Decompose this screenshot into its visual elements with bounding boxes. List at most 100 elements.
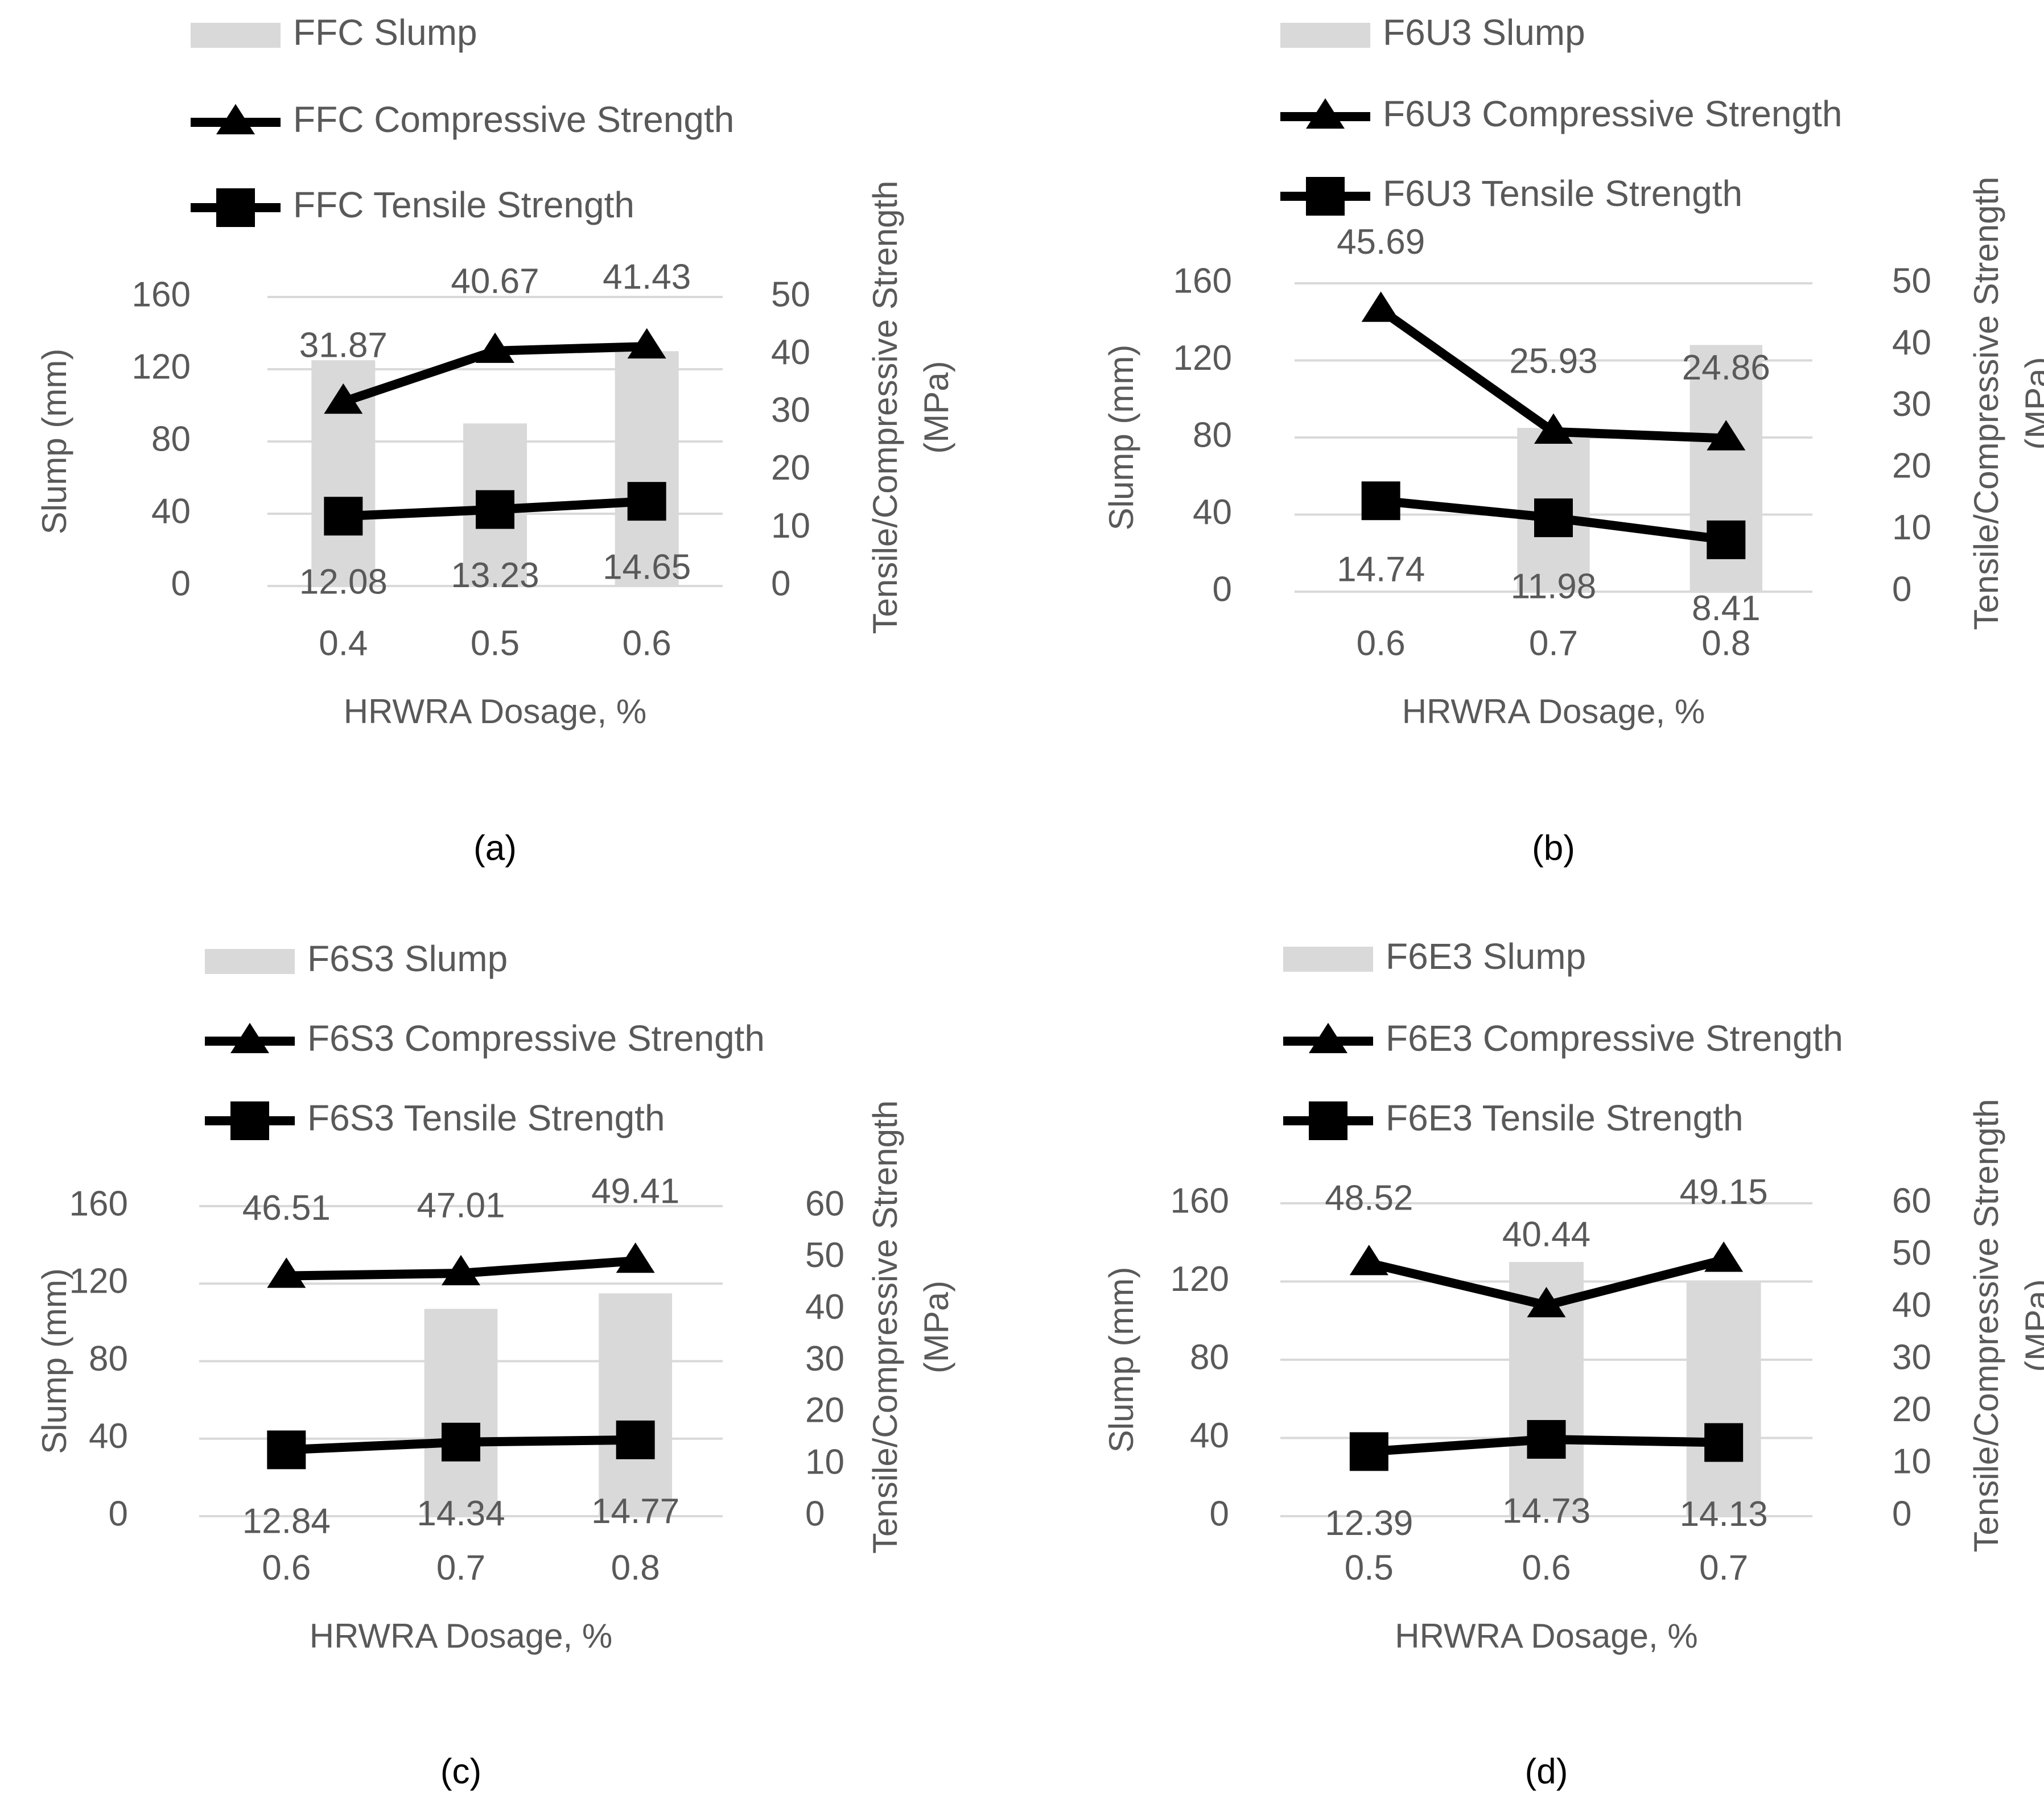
y-right-tick-label: 0 <box>805 1494 825 1533</box>
slump-bar <box>615 351 679 586</box>
chart-panel-a: 0 40 80 120 160 0 10 20 30 40 50 0.4 0.5 0.6 31.87 40.6… <box>35 12 955 868</box>
legend-swatch-slump <box>191 23 281 48</box>
compressive-data-label: 31.87 <box>299 326 388 365</box>
legend-marker-triangle <box>1306 98 1345 129</box>
y-right-tick-label: 60 <box>805 1184 844 1223</box>
legend-marker-square <box>1306 177 1345 216</box>
y-right-axis-title: Tensile/Compressive Strength <box>866 180 904 634</box>
y-right-tick-label: 40 <box>1892 323 1931 362</box>
legend-label-slump: F6U3 Slump <box>1383 12 1585 53</box>
compressive-strength-point <box>324 383 363 414</box>
y-right-tick-label: 20 <box>1892 447 1931 486</box>
tensile-data-label: 14.65 <box>603 548 691 587</box>
tensile-data-label: 13.23 <box>451 556 539 595</box>
compressive-strength-point <box>1349 1244 1388 1276</box>
tensile-strength-point <box>476 490 514 529</box>
legend-label-slump: FFC Slump <box>293 12 477 53</box>
y-left-tick-label: 120 <box>1173 339 1232 378</box>
compressive-data-label: 46.51 <box>242 1188 331 1228</box>
y-left-tick-label: 0 <box>1213 569 1232 609</box>
compressive-data-label: 49.41 <box>591 1172 679 1211</box>
slump-bar <box>1686 1281 1761 1516</box>
tensile-data-label: 12.39 <box>1325 1504 1413 1543</box>
y-right-tick-label: 30 <box>771 391 810 430</box>
compressive-data-label: 49.15 <box>1680 1173 1768 1212</box>
compressive-strength-point <box>1361 291 1400 322</box>
y-right-tick-label: 0 <box>1892 1494 1911 1533</box>
compressive-data-label: 45.69 <box>1337 222 1425 262</box>
y-right-axis-title: Tensile/Compressive Strength <box>866 1100 904 1554</box>
x-tick-label: 0.5 <box>1345 1548 1394 1587</box>
y-right-tick-label: 20 <box>1892 1390 1931 1429</box>
y-right-tick-label: 50 <box>771 275 810 314</box>
compressive-strength-point <box>1527 1287 1566 1318</box>
x-axis-title: HRWRA Dosage, % <box>344 692 646 731</box>
x-axis-title: HRWRA Dosage, % <box>1395 1617 1697 1655</box>
y-left-tick-label: 0 <box>171 564 191 603</box>
y-right-axis-title: Tensile/Compressive Strength <box>1967 1099 2005 1552</box>
tensile-strength-point <box>1704 1423 1744 1462</box>
legend-label-slump: F6S3 Slump <box>307 938 508 979</box>
panel-caption: (d) <box>1525 1752 1568 1791</box>
y-right-tick-label: 40 <box>805 1287 844 1327</box>
tensile-strength-point <box>324 497 363 536</box>
compressive-strength-point <box>1534 413 1573 444</box>
legend-label-compressive: F6U3 Compressive Strength <box>1383 93 1842 134</box>
y-right-tick-label: 10 <box>805 1443 844 1482</box>
tensile-data-label: 12.84 <box>242 1502 331 1541</box>
compressive-strength-point <box>476 332 514 363</box>
x-tick-label: 0.8 <box>611 1548 660 1587</box>
x-tick-label: 0.7 <box>436 1548 485 1587</box>
legend-swatch-slump <box>1283 947 1373 972</box>
panel-caption: (b) <box>1532 828 1575 868</box>
y-right-tick-label: 20 <box>805 1391 844 1430</box>
x-tick-label: 0.6 <box>262 1548 311 1587</box>
compressive-data-label: 25.93 <box>1509 341 1597 381</box>
compressive-data-label: 48.52 <box>1325 1179 1413 1218</box>
y-left-axis-title: Slump (mm) <box>35 349 73 535</box>
slump-bar <box>599 1293 673 1516</box>
y-left-tick-label: 120 <box>1171 1260 1229 1299</box>
y-left-tick-label: 80 <box>1190 1338 1229 1377</box>
panel-caption: (a) <box>473 828 517 868</box>
x-tick-label: 0.7 <box>1699 1548 1748 1587</box>
y-right-tick-label: 10 <box>1892 508 1931 547</box>
y-right-tick-label: 40 <box>1892 1286 1931 1325</box>
tensile-strength-point <box>1349 1432 1388 1471</box>
legend-marker-square <box>230 1101 269 1140</box>
y-right-tick-label: 30 <box>1892 1338 1931 1377</box>
x-axis-title: HRWRA Dosage, % <box>1402 692 1705 731</box>
y-left-tick-label: 120 <box>132 347 191 386</box>
slump-bar <box>424 1309 498 1516</box>
tensile-data-label: 14.34 <box>417 1494 505 1533</box>
tensile-strength-point <box>267 1430 306 1470</box>
y-right-tick-label: 10 <box>771 506 810 546</box>
y-left-tick-label: 160 <box>69 1184 128 1223</box>
legend-marker-square <box>1309 1101 1347 1140</box>
tensile-strength-point <box>627 482 666 521</box>
y-right-tick-label: 30 <box>1892 385 1931 424</box>
y-right-axis-title-unit: (MPa) <box>2018 1279 2044 1372</box>
legend-marker-triangle <box>1309 1022 1347 1054</box>
x-tick-label: 0.5 <box>471 624 520 663</box>
tensile-data-label: 11.98 <box>1511 567 1597 606</box>
y-left-tick-label: 120 <box>69 1262 128 1301</box>
compressive-strength-point <box>1704 1241 1744 1272</box>
compressive-data-label: 40.67 <box>451 262 539 301</box>
chart-panel-c: 0 40 80 120 160 0 10 20 30 40 50 60 0.6 0.7 0.8 46.51 47… <box>35 938 955 1791</box>
legend-marker-triangle <box>216 104 255 135</box>
legend-label-compressive: F6S3 Compressive Strength <box>307 1018 765 1059</box>
chart-panel-b: 0 40 80 120 160 0 10 20 30 40 50 0.6 0.7 0.8 45.69 25.9… <box>1102 12 2044 868</box>
legend-label-tensile: F6S3 Tensile Strength <box>307 1097 665 1138</box>
legend-swatch-slump <box>205 949 295 974</box>
y-left-tick-label: 80 <box>1193 415 1232 455</box>
compressive-strength-point <box>442 1254 480 1286</box>
compressive-data-label: 24.86 <box>1682 348 1770 387</box>
y-right-axis-title-unit: (MPa) <box>917 1281 955 1373</box>
y-left-tick-label: 40 <box>1190 1416 1229 1455</box>
y-left-tick-label: 0 <box>1210 1494 1229 1533</box>
legend-marker-triangle <box>230 1022 269 1054</box>
x-tick-label: 0.6 <box>623 624 671 663</box>
tensile-strength-point <box>1534 498 1573 538</box>
compressive-strength-point <box>1707 420 1746 451</box>
